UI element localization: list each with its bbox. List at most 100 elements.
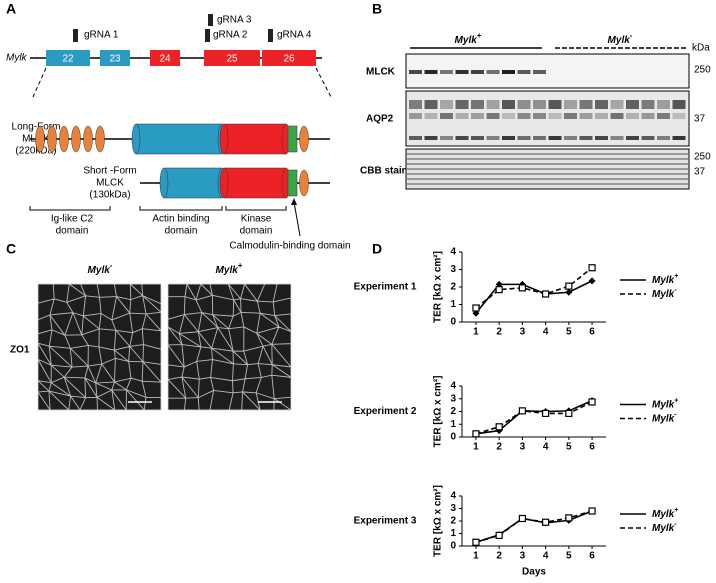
y-tick-label: 1 <box>450 528 456 539</box>
legend-label: Mylk+ <box>652 273 678 286</box>
domain <box>223 123 287 155</box>
ig-domain <box>71 125 81 153</box>
band <box>548 136 562 140</box>
band <box>486 100 500 109</box>
domain <box>163 167 223 199</box>
band <box>533 70 546 74</box>
ig-domain <box>299 125 309 153</box>
y-tick-label: 3 <box>450 264 456 275</box>
domain-label: domain <box>56 226 89 237</box>
series-line <box>475 399 593 435</box>
point <box>588 277 596 285</box>
x-tick-label: 3 <box>520 551 526 562</box>
band <box>502 100 515 109</box>
column-label: Mylk+ <box>216 261 243 276</box>
point <box>472 538 480 546</box>
band <box>672 136 686 140</box>
gene-diagram: Mylk 22 23 24 25 26 gRNA 1 gRNA 3 gRNA 2… <box>6 14 332 98</box>
grna-label: gRNA 3 <box>217 15 252 26</box>
exon-label: 26 <box>283 54 295 65</box>
y-axis-label: TER [kΩ x cm²] <box>433 376 444 448</box>
point <box>565 409 573 418</box>
marker-label: 37 <box>694 114 706 125</box>
exon-label: 25 <box>226 54 238 65</box>
column-label: Mylk- <box>88 261 113 276</box>
x-tick-label: 1 <box>473 327 479 338</box>
y-tick-label: 4 <box>450 381 456 392</box>
band <box>409 70 422 74</box>
x-tick-label: 6 <box>589 442 595 453</box>
x-tick-label: 2 <box>496 442 502 453</box>
y-axis-label: TER [kΩ x cm²] <box>433 251 444 323</box>
x-tick-label: 1 <box>473 551 479 562</box>
x-tick-label: 5 <box>566 442 572 453</box>
panel-label: C <box>6 241 16 257</box>
point <box>495 531 503 539</box>
exon-label: 22 <box>62 54 74 65</box>
band <box>564 113 577 119</box>
domain <box>223 167 287 199</box>
domain-cap <box>219 167 229 199</box>
marker-label: 37 <box>694 167 706 178</box>
band <box>409 136 422 140</box>
ig-domain <box>47 125 57 153</box>
ig-domain <box>59 125 69 153</box>
domain <box>135 123 223 155</box>
x-tick-label: 4 <box>543 442 549 453</box>
domain-label: domain <box>165 226 198 237</box>
ig-domain <box>83 125 93 153</box>
band <box>502 70 515 74</box>
point <box>588 264 596 272</box>
exon-label: 24 <box>159 54 171 65</box>
chart-title: Experiment 3 <box>354 516 417 527</box>
x-tick-label: 4 <box>543 551 549 562</box>
band <box>440 70 453 74</box>
domain-label: Actin binding <box>152 214 209 225</box>
point <box>588 398 596 406</box>
band <box>641 113 655 119</box>
domain-cap <box>131 123 141 155</box>
short-form-label: Short -Form <box>83 166 136 177</box>
point <box>518 514 526 523</box>
band <box>407 153 688 155</box>
band <box>548 100 562 109</box>
panel-label: D <box>372 241 382 257</box>
point <box>472 430 480 438</box>
band <box>564 100 577 109</box>
band <box>424 100 438 109</box>
unit-label: kDa <box>692 43 710 54</box>
x-tick-label: 5 <box>566 327 572 338</box>
point <box>518 284 526 292</box>
y-tick-label: 3 <box>450 393 456 404</box>
band <box>471 113 484 119</box>
band <box>579 100 593 109</box>
band <box>579 113 593 119</box>
short-form-label: MLCK <box>96 178 124 189</box>
band <box>440 113 453 119</box>
point <box>565 282 573 290</box>
band <box>409 113 422 119</box>
band <box>407 173 688 175</box>
band <box>440 136 453 140</box>
band <box>409 100 422 109</box>
band <box>424 70 438 74</box>
ig-domain <box>299 169 309 197</box>
band <box>610 100 624 109</box>
cell-junctions <box>37 283 162 411</box>
panel-label: A <box>6 1 16 17</box>
band <box>533 113 546 119</box>
x-tick-label: 6 <box>589 551 595 562</box>
grna-label: gRNA 4 <box>277 30 312 41</box>
legend-label: Mylk- <box>652 287 677 300</box>
y-tick-label: 1 <box>450 299 456 310</box>
blot-row-label: MLCK <box>366 67 396 78</box>
band <box>564 136 577 140</box>
band <box>424 136 438 140</box>
band <box>610 136 624 140</box>
y-tick-label: 2 <box>450 282 456 293</box>
band <box>657 113 670 119</box>
marker-label: 250 <box>694 152 711 163</box>
x-tick-label: 1 <box>473 442 479 453</box>
